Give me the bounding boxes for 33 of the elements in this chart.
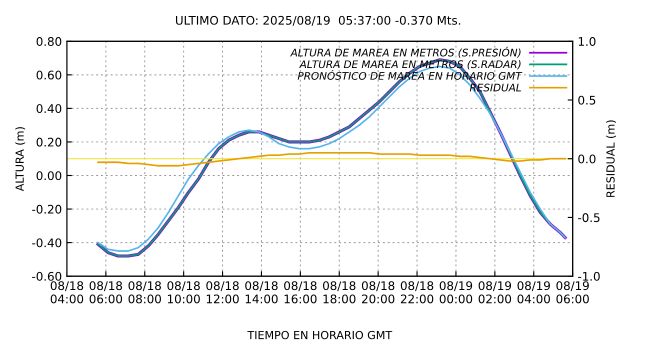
y-tick-label: -0.60	[32, 272, 62, 281]
x-tick-label: 08/18 08:00	[128, 281, 161, 304]
y2-axis-title: RESIDUAL (m)	[606, 120, 616, 197]
y2-tick-label: -1.0	[578, 272, 600, 281]
legend-label: ALTURA DE MAREA EN METROS (S.PRESIÓN)	[290, 46, 521, 58]
chart-title: ULTIMO DATO: 2025/08/19 05:37:00 -0.370 Mts.	[176, 16, 460, 26]
y-tick-label: -0.20	[32, 204, 62, 214]
x-tick-label: 08/18 06:00	[90, 281, 122, 304]
x-tick-label: 08/18 10:00	[167, 281, 200, 304]
x-tick-label: 08/19 00:00	[440, 281, 472, 304]
x-tick-label: 08/18 18:00	[323, 281, 356, 304]
x-tick-label: 08/18 22:00	[400, 281, 434, 304]
y-tick-label: 0.00	[36, 171, 62, 180]
x-axis-title: TIEMPO EN HORARIO GMT	[247, 330, 392, 340]
y2-tick-label: -0.5	[578, 213, 600, 222]
x-tick-label: 08/18 04:00	[50, 281, 84, 304]
y-axis-title: ALTURA (m)	[15, 127, 26, 192]
x-tick-label: 08/18 16:00	[284, 281, 317, 304]
y2-tick-label: 0.0	[578, 154, 596, 164]
y-tick-label: 0.80	[36, 37, 62, 46]
y-tick-label: 0.60	[36, 70, 62, 80]
y2-tick-label: 1.0	[578, 37, 596, 46]
y-tick-label: 0.40	[36, 104, 62, 114]
y2-tick-label: 0.5	[578, 96, 596, 105]
y-tick-label: -0.40	[32, 238, 62, 248]
x-tick-label: 08/18 12:00	[206, 281, 239, 304]
x-tick-label: 08/19 06:00	[556, 281, 589, 304]
x-tick-label: 08/19 04:00	[518, 281, 550, 304]
line-series	[97, 152, 566, 167]
x-tick-label: 08/18 20:00	[362, 281, 394, 304]
x-tick-label: 08/18 14:00	[245, 281, 278, 304]
y-tick-label: 0.20	[36, 138, 62, 147]
x-tick-label: 08/19 02:00	[478, 281, 512, 304]
